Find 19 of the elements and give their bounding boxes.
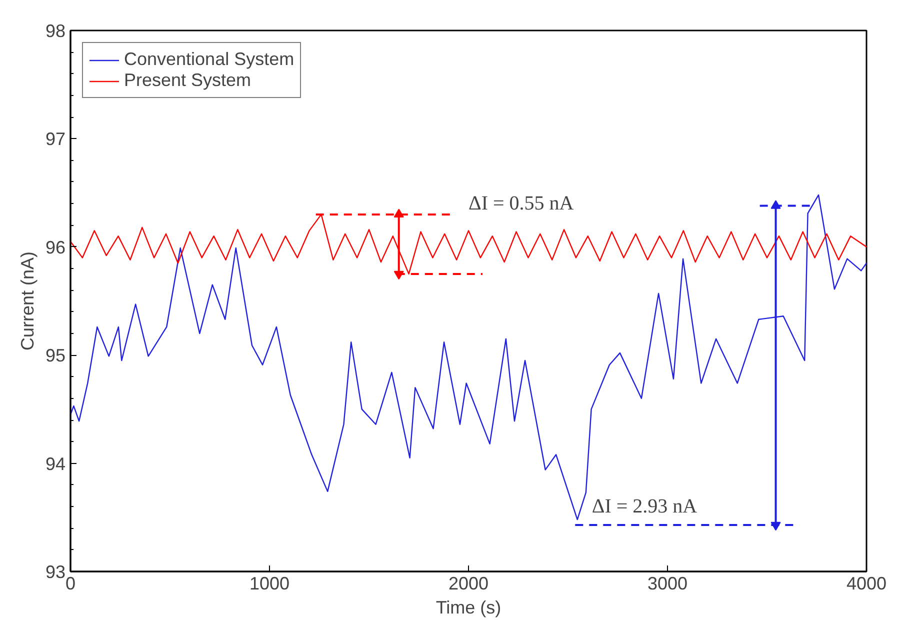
y-tick-label: 94 [45,454,66,474]
y-axis-title: Current (nA) [17,251,38,351]
y-tick-label: 97 [45,129,66,150]
x-tick-label: 3000 [647,574,688,594]
x-tick-label: 2000 [448,574,489,594]
x-tick-label: 1000 [249,574,290,594]
annotation: ΔI = 0.55 nA [468,192,574,214]
x-tick-label: 4000 [846,574,887,594]
y-tick-label: 95 [45,346,66,366]
x-axis-title: Time (s) [436,598,502,618]
line-series [70,214,866,275]
y-tick-label: 98 [45,21,66,41]
y-tick-label: 96 [45,237,66,258]
annotation: ΔI = 2.93 nA [592,495,698,518]
legend-label: Present System [124,70,252,91]
x-tick-label: 0 [65,574,76,594]
line-series [70,194,866,520]
y-tick-label: 93 [45,562,66,582]
legend-label: Conventional System [124,49,294,70]
